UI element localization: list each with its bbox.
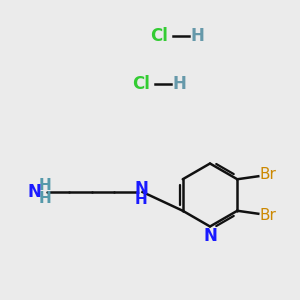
Text: H: H: [190, 27, 204, 45]
Text: H: H: [135, 192, 147, 207]
Text: Br: Br: [260, 208, 277, 223]
Text: N: N: [203, 227, 217, 245]
Text: Cl: Cl: [132, 75, 150, 93]
Text: N: N: [27, 183, 41, 201]
Text: H: H: [39, 191, 51, 206]
Text: H: H: [39, 178, 51, 193]
Text: N: N: [134, 180, 148, 198]
Text: Cl: Cl: [150, 27, 168, 45]
Text: Br: Br: [260, 167, 277, 182]
Text: H: H: [172, 75, 186, 93]
